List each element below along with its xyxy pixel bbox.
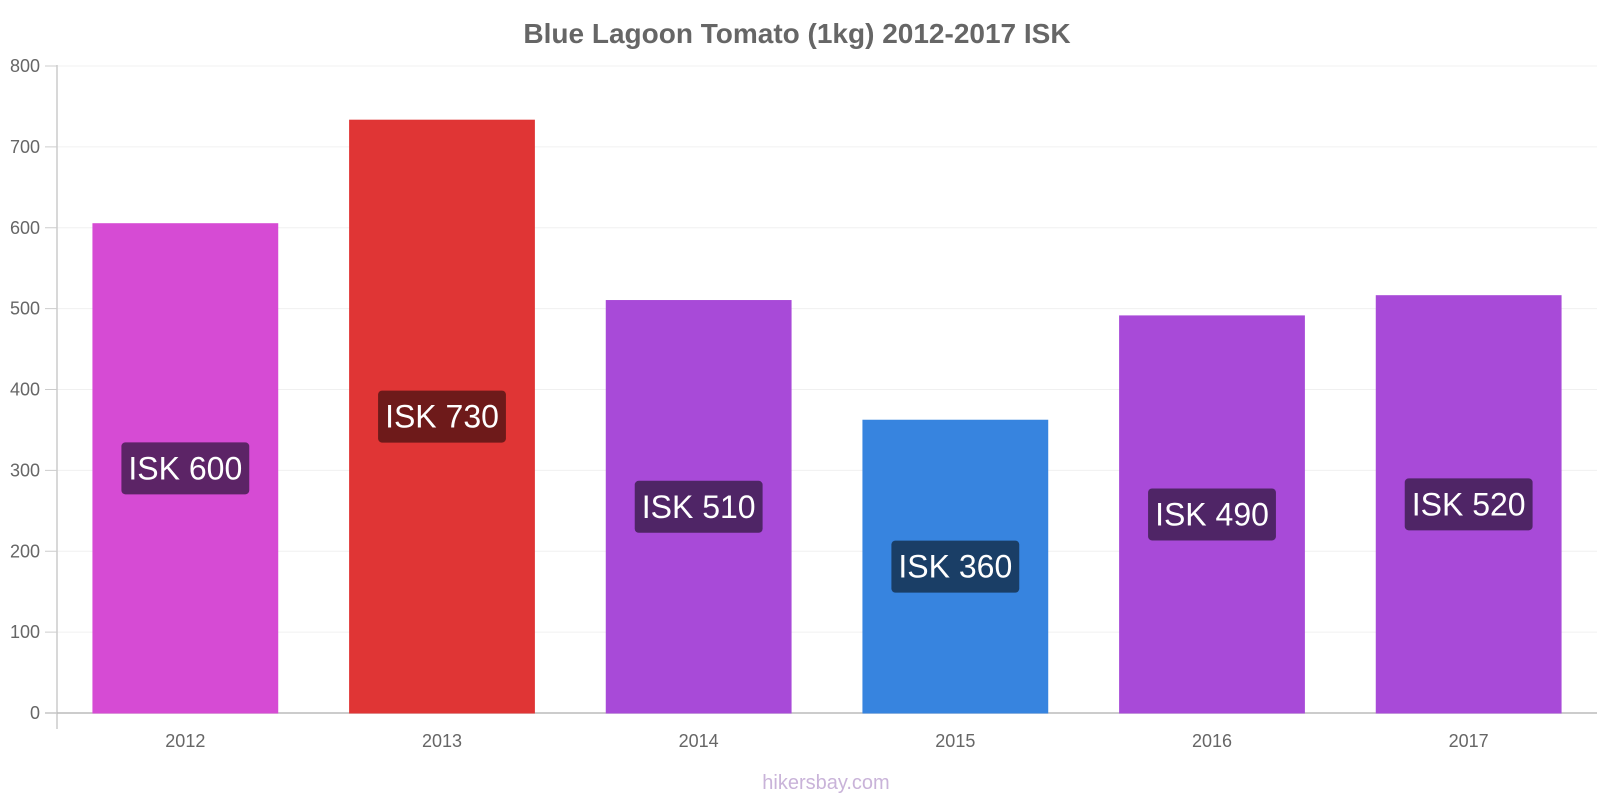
data-label-bg: [634, 480, 763, 533]
bars: [92, 119, 1562, 714]
x-tick-label: 2016: [1192, 731, 1232, 751]
y-tick-label: 600: [10, 218, 40, 238]
y-tick-label: 300: [10, 460, 40, 480]
data-labels: ISK 600 ISK 730 ISK 510 ISK 360 ISK 490 ISK 5…: [121, 390, 1533, 593]
y-tick-label: 800: [10, 56, 40, 76]
y-tick-label: 100: [10, 622, 40, 642]
data-label-bg: [1404, 478, 1533, 531]
data-label-text: ISK 520: [1412, 486, 1526, 522]
data-label-2012: ISK 600: [121, 442, 250, 495]
data-label-text: ISK 600: [128, 450, 242, 486]
y-tick-label: 200: [10, 541, 40, 561]
data-label-text: ISK 360: [898, 549, 1012, 585]
x-tick-label: 2012: [165, 731, 205, 751]
chart-title: Blue Lagoon Tomato (1kg) 2012-2017 ISK: [523, 18, 1070, 49]
data-label-bg: [121, 442, 250, 495]
data-label-2016: ISK 490: [1148, 488, 1276, 541]
data-label-bg: [1148, 488, 1276, 541]
x-tick-label: 2015: [935, 731, 975, 751]
data-label-2014: ISK 510: [634, 480, 763, 533]
y-axis-ticks: 0 100 200 300 400 500 600 700 800: [10, 56, 57, 723]
watermark-text: hikersbay.com: [762, 772, 889, 794]
y-tick-label: 700: [10, 137, 40, 157]
data-label-bg: [891, 540, 1020, 593]
data-label-2017: ISK 520: [1404, 478, 1533, 531]
data-label-text: ISK 730: [385, 399, 499, 435]
y-tick-label: 500: [10, 299, 40, 319]
y-tick-label: 400: [10, 380, 40, 400]
data-label-2013: ISK 730: [378, 390, 506, 443]
data-label-text: ISK 490: [1155, 496, 1269, 532]
data-label-text: ISK 510: [642, 489, 756, 525]
data-label-2015: ISK 360: [891, 540, 1020, 593]
y-tick-label: 0: [30, 703, 40, 723]
axes: [45, 65, 1597, 729]
x-tick-label: 2017: [1449, 731, 1489, 751]
data-label-bg: [378, 390, 506, 443]
x-axis-ticks: 2012 2013 2014 2015 2016 2017: [165, 731, 1488, 751]
gridlines: [57, 65, 1597, 633]
x-tick-label: 2013: [422, 731, 462, 751]
x-tick-label: 2014: [679, 731, 719, 751]
